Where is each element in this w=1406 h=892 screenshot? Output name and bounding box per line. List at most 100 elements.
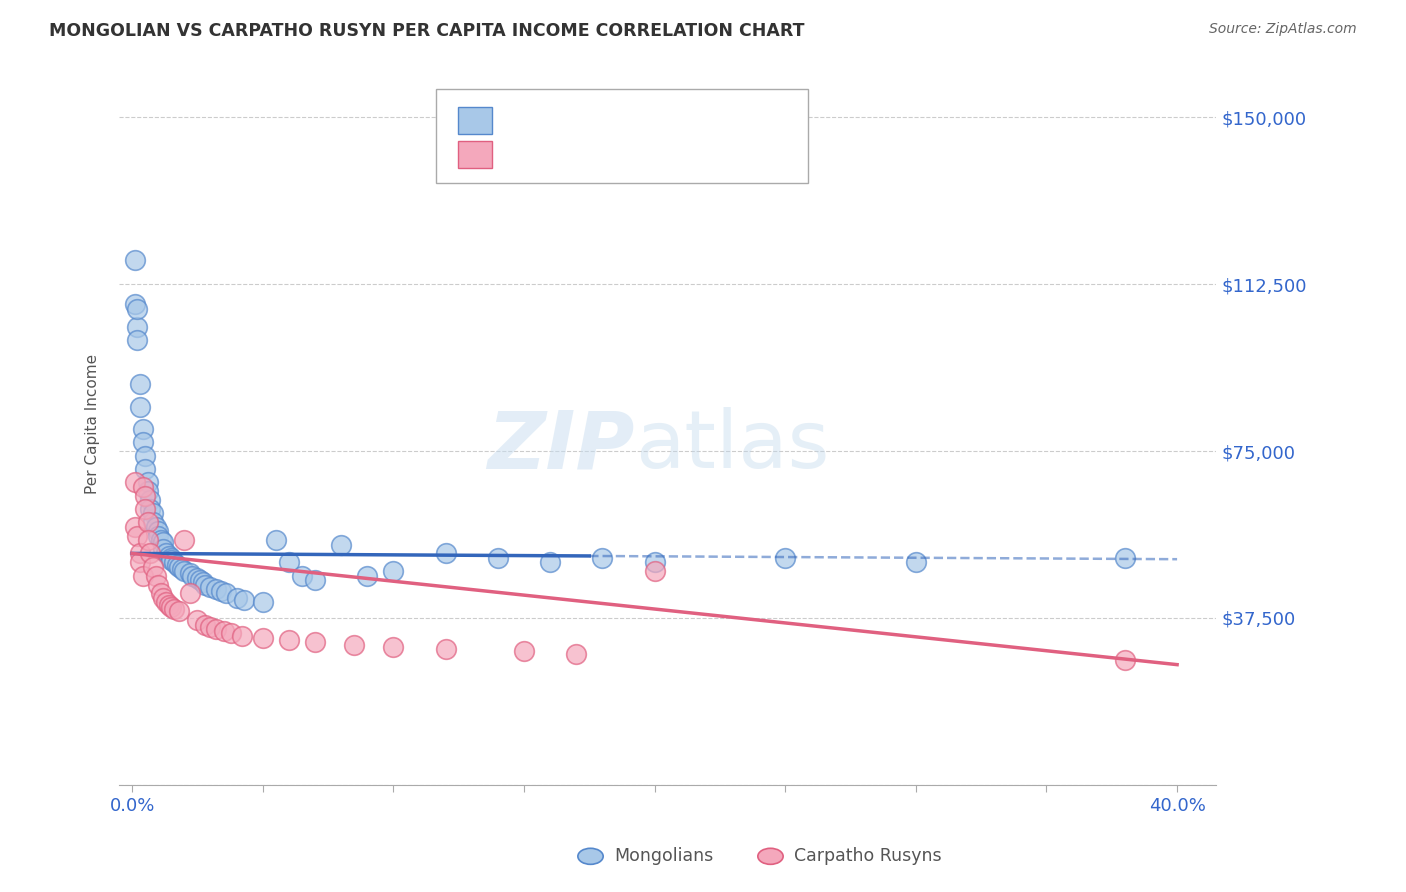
Point [277, 555, 299, 569]
Point [644, 555, 666, 569]
Point [773, 550, 796, 565]
Point [167, 604, 190, 618]
Point [644, 564, 666, 578]
Point [149, 533, 172, 547]
Point [304, 573, 326, 587]
Point [134, 489, 156, 503]
Point [139, 502, 162, 516]
Point [163, 602, 186, 616]
Point [142, 559, 165, 574]
Point [124, 520, 146, 534]
Point [212, 624, 235, 639]
Point [145, 568, 167, 582]
Text: atlas: atlas [634, 407, 830, 485]
Point [124, 252, 146, 267]
Text: 41: 41 [699, 145, 723, 163]
Text: R =: R = [505, 112, 543, 129]
Point [134, 502, 156, 516]
Point [155, 546, 177, 560]
Point [200, 620, 222, 634]
Point [127, 319, 149, 334]
Point [157, 598, 180, 612]
Point [136, 475, 159, 490]
Point [152, 535, 174, 549]
Point [152, 591, 174, 605]
Point [252, 631, 274, 645]
Text: Source: ZipAtlas.com: Source: ZipAtlas.com [1209, 22, 1357, 37]
Point [513, 644, 536, 658]
Point [149, 586, 172, 600]
Text: Mongolians: Mongolians [614, 847, 714, 865]
Point [382, 640, 405, 654]
Point [157, 549, 180, 563]
Point [136, 533, 159, 547]
Point [131, 568, 153, 582]
Point [264, 533, 287, 547]
Point [231, 629, 253, 643]
Point [215, 586, 238, 600]
Point [136, 516, 159, 530]
Point [204, 582, 226, 596]
Point [148, 524, 170, 538]
Text: MONGOLIAN VS CARPATHO RUSYN PER CAPITA INCOME CORRELATION CHART: MONGOLIAN VS CARPATHO RUSYN PER CAPITA I… [49, 22, 804, 40]
Point [343, 638, 366, 652]
Point [127, 528, 149, 542]
Point [591, 550, 613, 565]
Point [291, 568, 314, 582]
Point [152, 541, 174, 556]
Point [173, 533, 195, 547]
Point [127, 301, 149, 316]
Point [186, 571, 208, 585]
Point [209, 584, 232, 599]
Text: R =: R = [505, 145, 543, 163]
Point [131, 422, 153, 436]
Point [225, 591, 247, 605]
Point [382, 564, 405, 578]
Point [136, 484, 159, 499]
Point [145, 520, 167, 534]
Point [131, 480, 153, 494]
Point [538, 555, 561, 569]
Text: N =: N = [659, 112, 699, 129]
Point [134, 462, 156, 476]
Point [1114, 550, 1136, 565]
Point [181, 568, 204, 582]
Point [142, 507, 165, 521]
Point [434, 546, 457, 560]
Point [155, 595, 177, 609]
Point [904, 555, 927, 569]
Point [129, 546, 152, 560]
Point [252, 595, 274, 609]
Point [188, 573, 211, 587]
Text: -0.286: -0.286 [540, 145, 602, 163]
Text: Carpatho Rusyns: Carpatho Rusyns [794, 847, 942, 865]
Point [173, 564, 195, 578]
Point [131, 435, 153, 450]
Point [139, 493, 162, 508]
Point [127, 333, 149, 347]
Point [163, 555, 186, 569]
Point [170, 562, 193, 576]
Point [204, 622, 226, 636]
Point [148, 528, 170, 542]
Point [160, 550, 183, 565]
Point [160, 553, 183, 567]
Point [167, 559, 190, 574]
Point [1114, 653, 1136, 667]
Point [221, 626, 243, 640]
Point [565, 647, 588, 661]
Point [134, 449, 156, 463]
Point [233, 593, 256, 607]
Point [139, 546, 162, 560]
Point [124, 297, 146, 311]
Text: N =: N = [659, 145, 699, 163]
Point [160, 599, 183, 614]
Point [330, 537, 353, 551]
Point [142, 516, 165, 530]
Point [129, 555, 152, 569]
Text: ZIP: ZIP [488, 407, 634, 485]
Point [191, 575, 214, 590]
Text: -0.006: -0.006 [540, 112, 602, 129]
Point [148, 577, 170, 591]
Point [186, 613, 208, 627]
